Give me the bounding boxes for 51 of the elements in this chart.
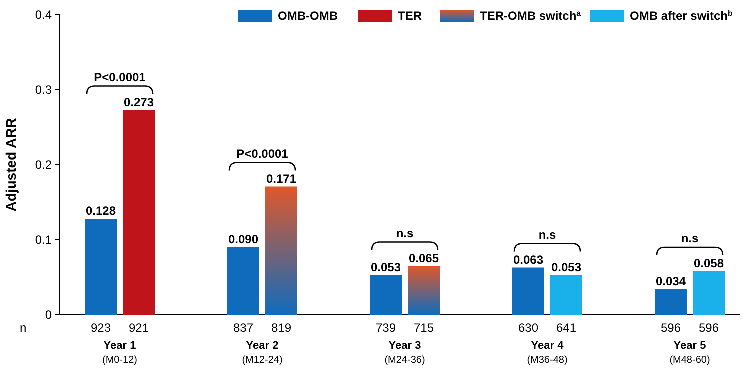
bar [123, 110, 155, 315]
text: 715 [414, 321, 434, 335]
text: 923 [90, 321, 112, 335]
data-label: 0.090 [228, 232, 259, 246]
y-tick-label: 0.2 [35, 158, 52, 172]
data-label: 0.053 [551, 260, 582, 274]
data-label: 0.065 [408, 251, 440, 266]
x-tick-label: Year 5 (M48-60) [670, 340, 710, 366]
text: n [20, 321, 27, 335]
annotation: P<0.0001 [94, 70, 146, 84]
annotation: n.s [681, 232, 699, 246]
x-tick-label: Year 3 (M24-36) [384, 340, 426, 366]
annotation: P<0.0001 [236, 146, 289, 161]
legend-label: OMB-OMB [278, 9, 338, 23]
bar [85, 219, 117, 315]
y-tick-label: 0 [45, 308, 52, 322]
x-tick-label: Year 4 (M36-48) [527, 340, 568, 366]
text: 837 [233, 321, 254, 335]
data-label: 0.053 [370, 260, 402, 274]
y-tick-label: 0.3 [35, 83, 52, 98]
x-tick-label: Year 1 (M0-12) [102, 340, 138, 366]
legend-label: OMB after switch$^{b}$ [630, 8, 734, 23]
text: 641 [556, 321, 577, 335]
bar [370, 275, 402, 315]
data-label: 0.034 [656, 274, 686, 288]
bar [512, 268, 544, 315]
data-label: 0.128 [86, 204, 116, 218]
bar [228, 248, 260, 315]
text: 630 [518, 321, 539, 335]
bar [408, 266, 440, 315]
bar [655, 290, 687, 315]
data-label: 0.058 [694, 256, 724, 270]
legend-label: TER-OMB switch$^{a}$ [480, 8, 582, 23]
y-tick-label: 0.4 [35, 8, 52, 22]
y-tick-label: 0.1 [35, 233, 52, 248]
y-axis-title: Adjusted ARR [3, 118, 19, 212]
text: 596 [698, 321, 720, 335]
text: 819 [271, 321, 292, 335]
annotation: n.s [538, 228, 556, 242]
data-label: 0.273 [124, 95, 154, 110]
text: 596 [660, 321, 682, 335]
bar [550, 275, 582, 315]
data-label: 0.171 [266, 172, 297, 186]
text: 921 [128, 321, 150, 335]
text: 739 [376, 321, 396, 335]
bar [266, 186, 298, 315]
bar [693, 272, 725, 315]
legend-label: TER [398, 9, 422, 23]
annotation: n.s [396, 226, 414, 240]
x-tick-label: Year 2 (M12-24) [242, 340, 283, 366]
data-label: 0.063 [513, 252, 544, 267]
